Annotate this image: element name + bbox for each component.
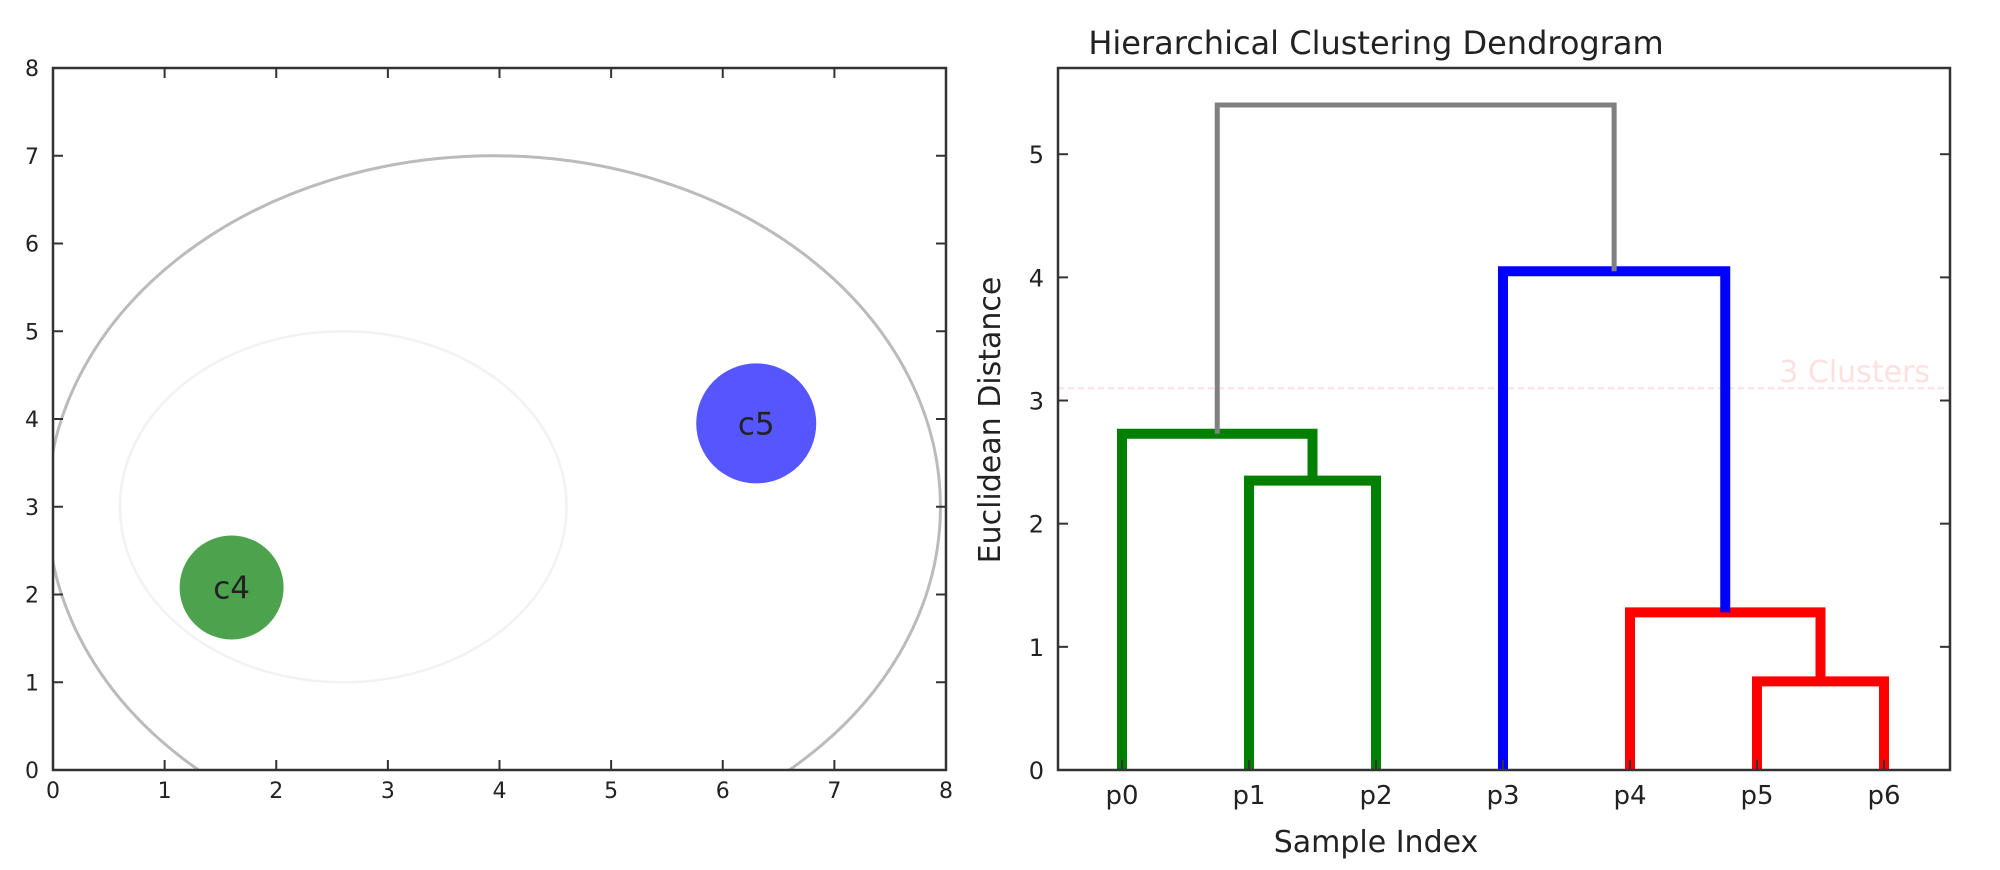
dendrogram-title: Hierarchical Clustering Dendrogram <box>1088 24 1663 62</box>
point-c4 <box>179 535 284 640</box>
x-tick-label: 2 <box>269 779 283 804</box>
x-tick-label: 0 <box>46 779 60 804</box>
leaf-label-p1: p1 <box>1232 781 1265 811</box>
dendrogram-link-1 <box>1244 475 1381 770</box>
scatter-plot-area: c4 c5 <box>53 154 942 770</box>
point-label-c4: c4 <box>213 570 250 606</box>
y-tick-label: 4 <box>25 408 39 433</box>
x-tick-label: 3 <box>381 779 395 804</box>
leaf-label-p0: p0 <box>1105 781 1138 811</box>
leaf-label-p6: p6 <box>1867 781 1900 811</box>
dendrogram-plot-area: 3 Clusters <box>1058 102 1950 770</box>
faint-cluster-circle-0 <box>118 330 568 684</box>
y-tick-label: 1 <box>25 671 39 696</box>
y-tick-label: 0 <box>25 759 39 784</box>
y-tick-label: 5 <box>1029 141 1044 169</box>
scatter-ticks: 0 1 2 3 4 5 6 7 8 0 1 2 3 4 5 6 7 8 <box>25 57 953 804</box>
y-tick-label: 2 <box>1029 511 1044 539</box>
y-tick-label: 4 <box>1029 264 1044 292</box>
point-label-c5: c5 <box>738 406 775 442</box>
dendrogram-x-axis-label: Sample Index <box>1274 825 1479 860</box>
y-tick-label: 1 <box>1029 634 1044 662</box>
dendrogram-link-5 <box>1214 102 1617 434</box>
dendrogram-chart: Hierarchical Clustering Dendrogram Sampl… <box>973 24 1952 860</box>
dendrogram-y-axis-label: Euclidean Distance <box>973 277 1008 564</box>
dendrogram-link-0 <box>1117 428 1318 770</box>
x-tick-label: 4 <box>493 779 507 804</box>
dendrogram-link-4 <box>1498 266 1731 770</box>
point-c5 <box>696 363 817 484</box>
x-tick-label: 6 <box>716 779 730 804</box>
y-tick-label: 3 <box>25 496 39 521</box>
enclosing-cluster-circle <box>53 154 942 770</box>
dendrogram-link-2 <box>1752 676 1889 770</box>
leaf-label-p2: p2 <box>1359 781 1392 811</box>
x-tick-label: 7 <box>827 779 841 804</box>
y-tick-label: 3 <box>1029 388 1044 416</box>
leaf-label-p5: p5 <box>1740 781 1773 811</box>
x-tick-label: 5 <box>604 779 618 804</box>
x-tick-label: 1 <box>158 779 172 804</box>
y-tick-label: 0 <box>1029 757 1044 785</box>
y-tick-label: 6 <box>25 233 39 258</box>
dendrogram-link-3 <box>1625 607 1826 770</box>
y-tick-label: 7 <box>25 145 39 170</box>
y-tick-label: 2 <box>25 584 39 609</box>
leaf-label-p4: p4 <box>1613 781 1646 811</box>
scatter-chart: c4 c5 0 1 2 3 4 5 6 7 8 0 1 2 3 4 5 6 7 8 <box>25 57 953 804</box>
leaf-label-p3: p3 <box>1486 781 1519 811</box>
dendrogram-ticks: p0 p1 p2 p3 p4 p5 p6 0 1 2 3 4 5 <box>1029 141 1950 811</box>
cutoff-label: 3 Clusters <box>1779 355 1930 390</box>
y-tick-label: 8 <box>25 57 39 82</box>
x-tick-label: 8 <box>939 779 953 804</box>
y-tick-label: 5 <box>25 320 39 345</box>
